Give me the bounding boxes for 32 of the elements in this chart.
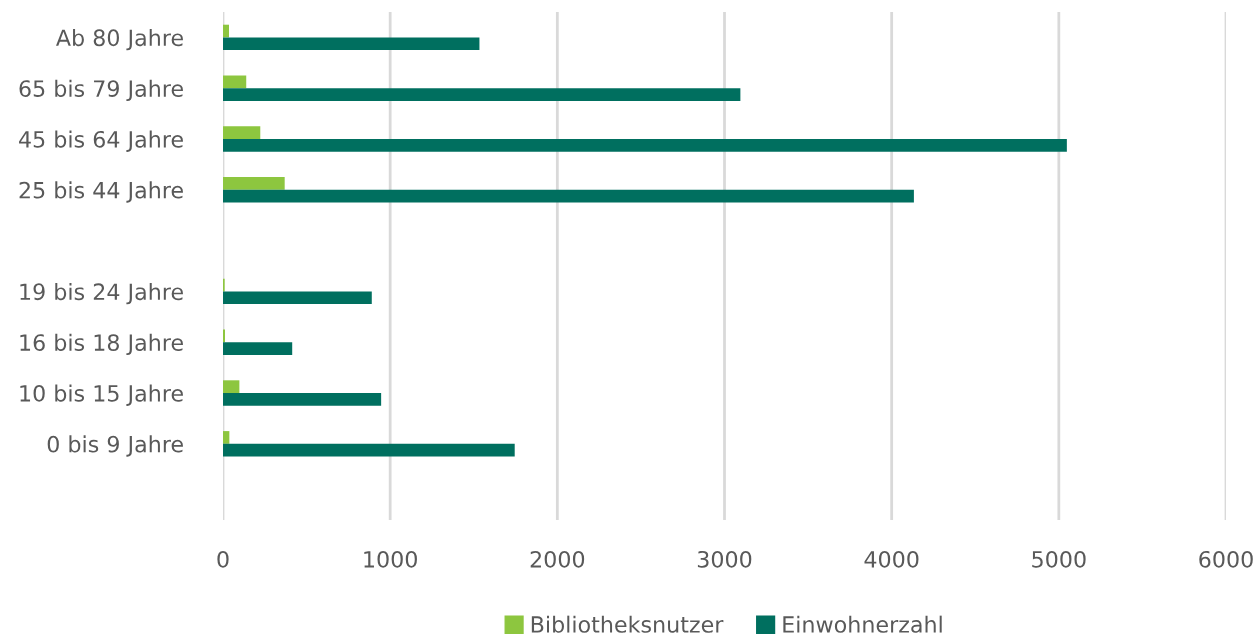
y-tick-label: 16 bis 18 Jahre — [20, 333, 183, 356]
y-tick-label: 45 bis 64 Jahre — [19, 130, 183, 152]
y-tick-label: 10 bis 15 Jahre — [20, 384, 183, 406]
y-tick-label: 25 bis 44 Jahre — [19, 181, 183, 203]
bar — [223, 189, 914, 203]
x-tick-label: 6000 — [1199, 550, 1253, 568]
x-tick-label: 2000 — [530, 550, 585, 568]
x-tick-label: 5000 — [1032, 550, 1086, 568]
x-tick-label: 4000 — [864, 550, 919, 568]
bar — [223, 291, 372, 305]
y-tick-label: 0 bis 9 Jahre — [47, 435, 183, 457]
y-tick-label: 65 bis 79 Jahre — [19, 79, 183, 102]
y-tick-label: 19 bis 24 Jahre — [20, 282, 183, 305]
bar — [223, 126, 261, 139]
legend-label: Bibliotheksnutzer — [531, 615, 724, 633]
bar — [223, 443, 515, 457]
bar — [223, 329, 226, 343]
bar — [223, 393, 382, 406]
bar — [223, 88, 741, 101]
bar — [223, 380, 240, 393]
bar — [223, 342, 293, 355]
legend-label: Einwohnerzahl — [783, 615, 942, 633]
y-tick-label: Ab 80 Jahre — [56, 28, 183, 51]
bar — [223, 75, 247, 89]
x-tick-label: 3000 — [697, 550, 752, 568]
bar — [223, 24, 230, 38]
x-tick-label: 1000 — [364, 550, 417, 568]
bar — [223, 431, 230, 444]
bar — [223, 177, 285, 190]
bar — [223, 37, 480, 51]
bar — [223, 139, 1067, 152]
x-tick-label: 0 — [217, 550, 229, 568]
